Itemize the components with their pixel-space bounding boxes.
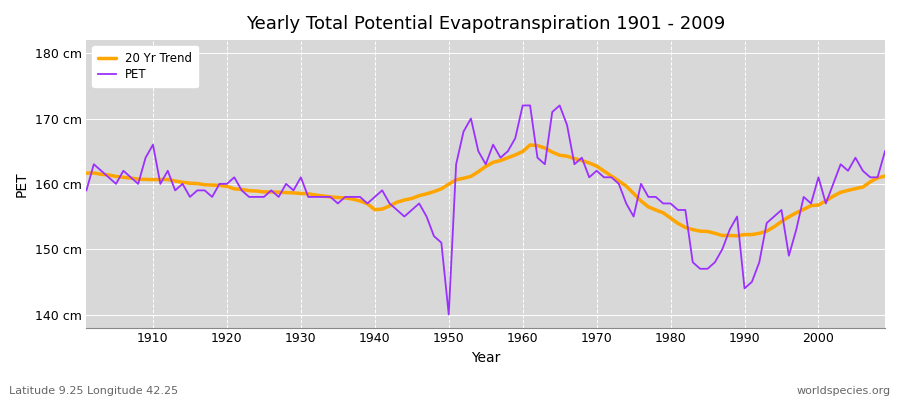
PET — [525, 103, 535, 108]
20 Yr Trend — [518, 149, 528, 154]
Text: worldspecies.org: worldspecies.org — [796, 386, 891, 396]
Legend: 20 Yr Trend, PET: 20 Yr Trend, PET — [93, 46, 198, 87]
20 Yr Trend — [879, 174, 890, 178]
20 Yr Trend — [525, 142, 535, 147]
20 Yr Trend — [140, 177, 151, 182]
X-axis label: Year: Year — [471, 351, 500, 365]
Line: 20 Yr Trend: 20 Yr Trend — [86, 145, 885, 236]
PET — [140, 155, 151, 160]
PET — [347, 194, 358, 199]
PET — [879, 149, 890, 154]
PET — [621, 201, 632, 206]
20 Yr Trend — [81, 171, 92, 176]
PET — [81, 188, 92, 193]
PET — [444, 312, 454, 317]
20 Yr Trend — [347, 197, 358, 202]
Text: Latitude 9.25 Longitude 42.25: Latitude 9.25 Longitude 42.25 — [9, 386, 178, 396]
PET — [532, 155, 543, 160]
20 Yr Trend — [302, 192, 313, 196]
20 Yr Trend — [614, 179, 625, 184]
20 Yr Trend — [510, 152, 521, 157]
Y-axis label: PET: PET — [15, 171, 29, 197]
PET — [302, 194, 313, 199]
Line: PET: PET — [86, 106, 885, 314]
Title: Yearly Total Potential Evapotranspiration 1901 - 2009: Yearly Total Potential Evapotranspiratio… — [246, 15, 725, 33]
PET — [518, 103, 528, 108]
20 Yr Trend — [732, 234, 742, 238]
